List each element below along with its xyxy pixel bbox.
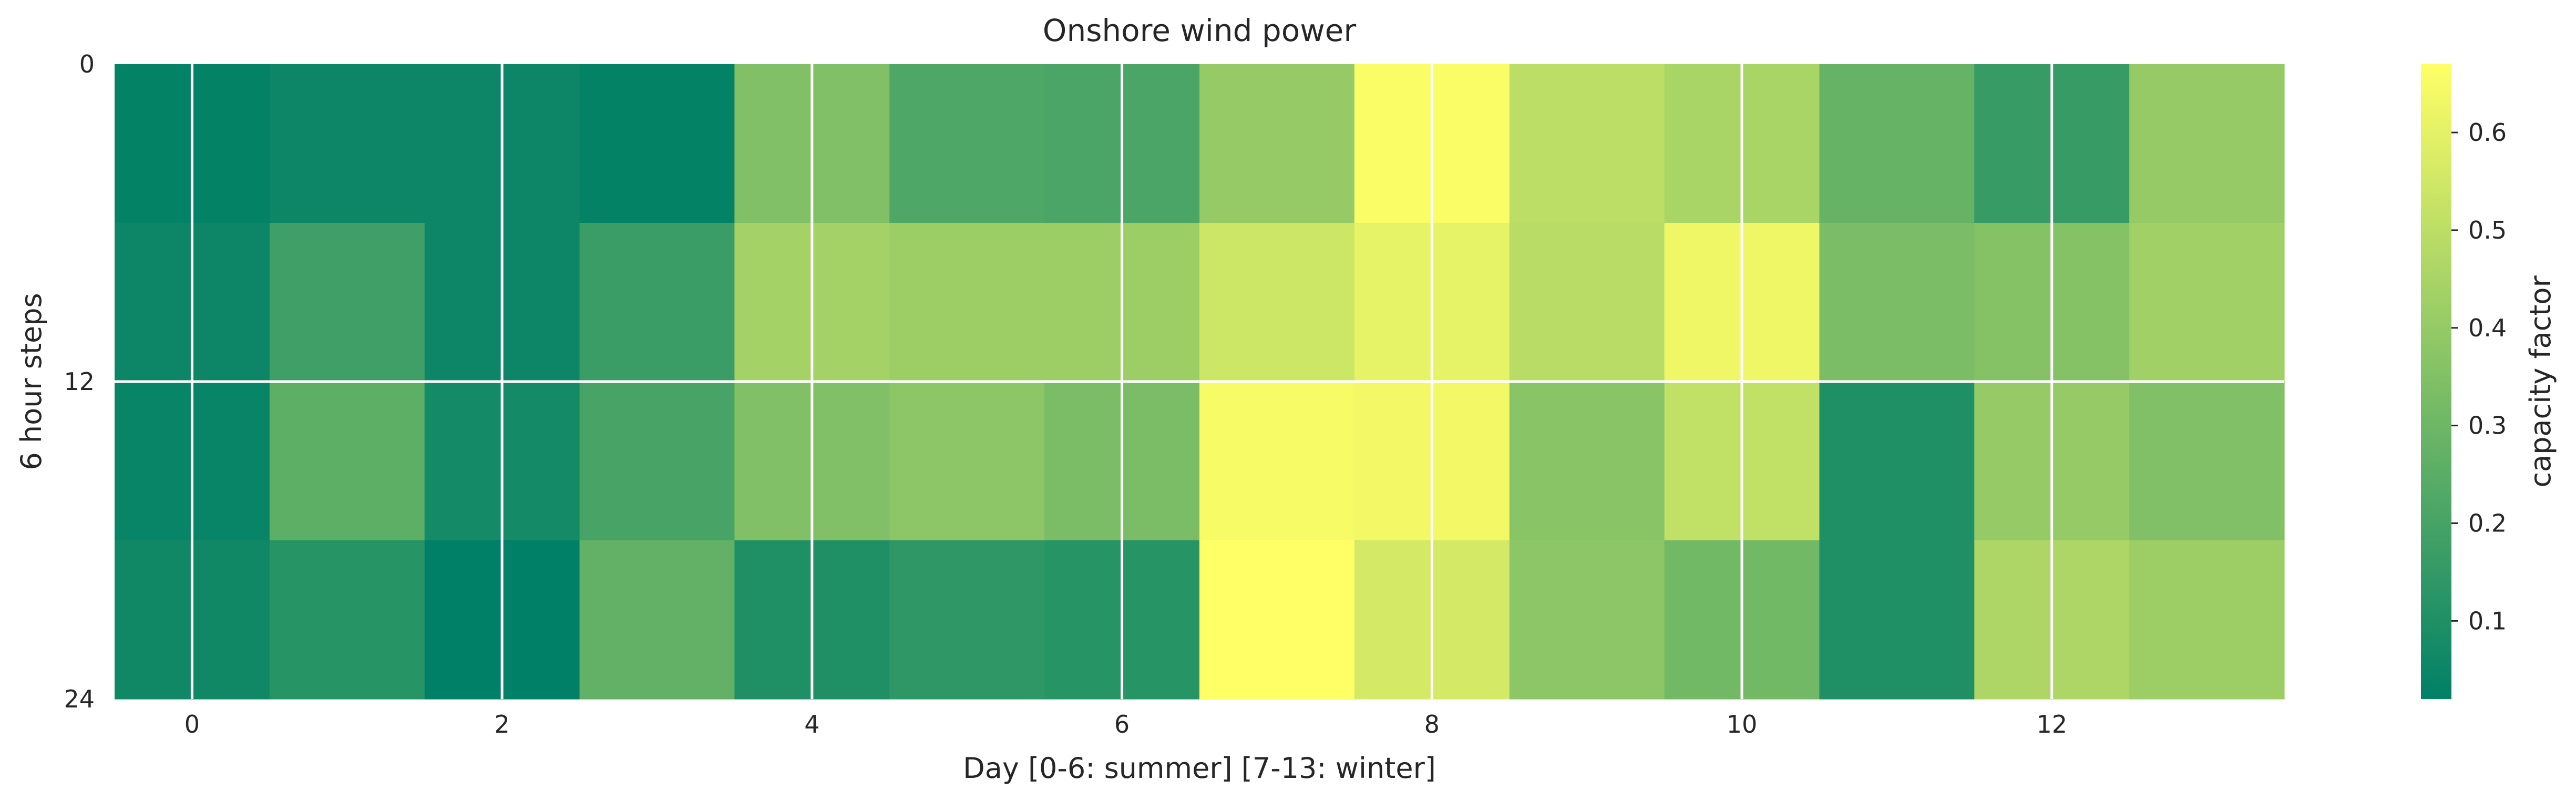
x-tick-label: 12 [2036,710,2067,738]
heatmap-cell [1819,382,1975,541]
heatmap-cell [579,64,735,223]
heatmap-cell [579,382,735,541]
gridlines [115,64,2284,699]
x-tick-label: 2 [495,710,510,738]
heatmap-cell [889,540,1045,700]
colorbar-ticks: 0.1 0.2 0.3 0.4 0.5 0.6 [2451,118,2507,635]
y-tick-label: 24 [64,685,95,713]
heatmap-cell [269,382,425,541]
heatmap-cell [1819,223,1975,382]
heatmap-cell [1199,223,1355,382]
x-tick-label: 10 [1727,710,1758,738]
heatmap-cell [269,540,425,700]
heatmap-cell [889,64,1045,223]
heatmap-cell [1199,382,1355,541]
heatmap-cell [1819,64,1975,223]
x-axis-label: Day [0-6: summer] [7-13: winter] [963,752,1436,785]
y-tick-label: 0 [79,50,95,78]
heatmap-cell [1509,64,1665,223]
heatmap-cell [269,64,425,223]
x-axis-ticks: 0 2 4 6 8 10 12 [184,710,2067,738]
colorbar-tick-label: 0.2 [2468,509,2507,537]
heatmap-cell [2129,223,2285,382]
heatmap-cell [2129,540,2285,700]
colorbar-tick-label: 0.5 [2468,216,2507,244]
heatmap-cell [1509,540,1665,700]
heatmap-cell [1509,223,1665,382]
heatmap-cell [269,223,425,382]
heatmap-cell [579,223,735,382]
colorbar-label: capacity factor [2524,275,2557,488]
heatmap-cell [1819,540,1975,700]
heatmap-cell [2129,382,2285,541]
x-tick-label: 6 [1114,710,1130,738]
heatmap-cells [115,64,2285,700]
colorbar-tick-label: 0.6 [2468,118,2507,147]
heatmap-cell [889,382,1045,541]
x-tick-label: 4 [804,710,819,738]
colorbar-tick-label: 0.1 [2468,607,2507,635]
chart-title: Onshore wind power [1043,13,1357,48]
x-tick-label: 8 [1424,710,1440,738]
colorbar-tick-label: 0.3 [2468,412,2507,440]
colorbar [2421,64,2451,699]
y-axis-ticks: 0 12 24 [64,50,95,713]
heatmap-cell [579,540,735,700]
y-axis-label: 6 hour steps [15,293,48,470]
heatmap-cell [2129,64,2285,223]
colorbar-tick-label: 0.4 [2468,314,2507,342]
heatmap-cell [889,223,1045,382]
heatmap-cell [1199,540,1355,700]
heatmap-cell [1199,64,1355,223]
x-tick-label: 0 [184,710,200,738]
heatmap-cell [1509,382,1665,541]
y-tick-label: 12 [64,367,95,396]
